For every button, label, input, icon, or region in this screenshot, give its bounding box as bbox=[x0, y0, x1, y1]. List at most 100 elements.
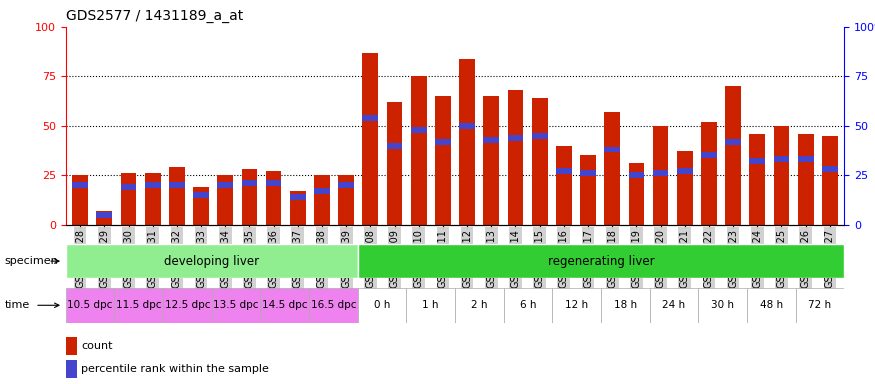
Text: 11.5 dpc: 11.5 dpc bbox=[116, 300, 161, 310]
Bar bbox=[556, 168, 571, 174]
Bar bbox=[698, 288, 747, 323]
Bar bbox=[725, 139, 741, 144]
Bar bbox=[411, 127, 427, 133]
Bar bbox=[822, 136, 837, 225]
Bar bbox=[309, 288, 358, 323]
Text: 2 h: 2 h bbox=[471, 300, 487, 310]
Bar bbox=[242, 180, 257, 186]
Text: 1 h: 1 h bbox=[423, 300, 439, 310]
Bar bbox=[387, 102, 402, 225]
Bar bbox=[677, 168, 693, 174]
Bar bbox=[290, 194, 305, 200]
Bar bbox=[601, 288, 649, 323]
Text: 10.5 dpc: 10.5 dpc bbox=[67, 300, 113, 310]
Bar bbox=[701, 152, 717, 158]
Text: percentile rank within the sample: percentile rank within the sample bbox=[81, 364, 269, 374]
Text: 0 h: 0 h bbox=[374, 300, 390, 310]
Text: 72 h: 72 h bbox=[808, 300, 831, 310]
Bar bbox=[96, 211, 112, 225]
Bar bbox=[750, 134, 765, 225]
Bar bbox=[628, 163, 644, 225]
Bar bbox=[115, 288, 163, 323]
Bar bbox=[798, 134, 814, 225]
Bar bbox=[96, 212, 112, 218]
Bar bbox=[242, 169, 257, 225]
Bar bbox=[266, 180, 282, 186]
Bar bbox=[435, 96, 451, 225]
Bar bbox=[362, 115, 378, 121]
Bar bbox=[628, 172, 644, 178]
Bar bbox=[217, 175, 233, 225]
Bar bbox=[193, 187, 209, 225]
Text: 48 h: 48 h bbox=[760, 300, 783, 310]
Bar bbox=[795, 288, 844, 323]
Text: GDS2577 / 1431189_a_at: GDS2577 / 1431189_a_at bbox=[66, 9, 243, 23]
Bar bbox=[66, 360, 77, 378]
Bar bbox=[121, 184, 136, 190]
Bar bbox=[701, 122, 717, 225]
Bar bbox=[339, 182, 354, 188]
Bar bbox=[507, 90, 523, 225]
Bar bbox=[798, 156, 814, 162]
Text: specimen: specimen bbox=[4, 256, 58, 266]
Bar bbox=[66, 337, 77, 355]
Bar bbox=[411, 76, 427, 225]
Bar bbox=[580, 156, 596, 225]
Bar bbox=[459, 123, 475, 129]
Bar bbox=[358, 288, 406, 323]
Bar bbox=[774, 126, 789, 225]
Text: developing liver: developing liver bbox=[164, 255, 259, 268]
Bar bbox=[435, 139, 451, 144]
Bar bbox=[145, 182, 160, 188]
Bar bbox=[649, 288, 698, 323]
Bar bbox=[145, 173, 160, 225]
Bar bbox=[605, 112, 620, 225]
Text: 14.5 dpc: 14.5 dpc bbox=[262, 300, 307, 310]
Text: time: time bbox=[4, 300, 30, 310]
Bar bbox=[314, 188, 330, 194]
Text: 13.5 dpc: 13.5 dpc bbox=[214, 300, 259, 310]
Bar bbox=[532, 133, 548, 139]
Bar bbox=[66, 244, 358, 278]
Bar bbox=[504, 288, 552, 323]
Text: 6 h: 6 h bbox=[520, 300, 536, 310]
Bar bbox=[121, 173, 136, 225]
Text: 18 h: 18 h bbox=[613, 300, 637, 310]
Bar bbox=[193, 192, 209, 198]
Bar bbox=[73, 175, 88, 225]
Bar bbox=[725, 86, 741, 225]
Bar bbox=[339, 175, 354, 225]
Bar bbox=[387, 142, 402, 149]
Bar bbox=[605, 147, 620, 152]
Bar bbox=[217, 182, 233, 188]
Bar bbox=[532, 98, 548, 225]
Text: 12.5 dpc: 12.5 dpc bbox=[164, 300, 210, 310]
Text: regenerating liver: regenerating liver bbox=[548, 255, 654, 268]
Bar bbox=[290, 191, 305, 225]
Bar bbox=[314, 175, 330, 225]
Bar bbox=[169, 182, 185, 188]
Text: count: count bbox=[81, 341, 112, 351]
Bar bbox=[169, 167, 185, 225]
Bar bbox=[822, 166, 837, 172]
Bar bbox=[750, 158, 765, 164]
Bar bbox=[677, 151, 693, 225]
Bar bbox=[507, 135, 523, 141]
Bar bbox=[653, 126, 668, 225]
Text: 24 h: 24 h bbox=[662, 300, 686, 310]
Bar bbox=[73, 182, 88, 188]
Bar bbox=[483, 137, 499, 142]
Bar bbox=[66, 288, 115, 323]
Bar bbox=[483, 96, 499, 225]
Bar bbox=[212, 288, 261, 323]
Bar bbox=[358, 244, 844, 278]
Bar bbox=[261, 288, 309, 323]
Bar bbox=[266, 171, 282, 225]
Bar bbox=[455, 288, 504, 323]
Text: 30 h: 30 h bbox=[711, 300, 734, 310]
Text: 12 h: 12 h bbox=[565, 300, 588, 310]
Bar bbox=[362, 53, 378, 225]
Text: 16.5 dpc: 16.5 dpc bbox=[311, 300, 356, 310]
Bar bbox=[580, 170, 596, 176]
Bar bbox=[653, 170, 668, 176]
